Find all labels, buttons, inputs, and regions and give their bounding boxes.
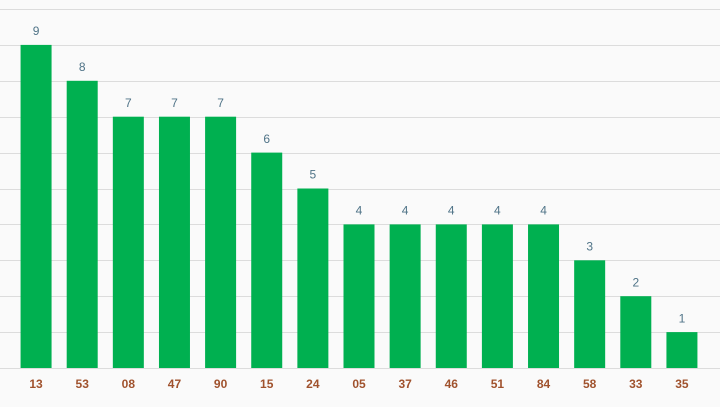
- value-label: 7: [125, 96, 132, 110]
- value-label: 2: [632, 275, 639, 289]
- x-tick-label: 33: [629, 377, 643, 391]
- bar: [389, 224, 421, 368]
- bar: [620, 296, 652, 368]
- value-label: 4: [356, 204, 363, 218]
- x-tick-label: 13: [29, 377, 43, 391]
- value-label: 4: [402, 204, 409, 218]
- x-tick-label: 37: [398, 377, 412, 391]
- x-tick-label: 84: [537, 377, 551, 391]
- value-label: 9: [33, 24, 40, 38]
- bar: [435, 224, 467, 368]
- bar: [205, 116, 237, 368]
- bar: [666, 332, 698, 368]
- value-label: 7: [217, 96, 224, 110]
- x-tick-label: 35: [675, 377, 689, 391]
- x-tick-label: 51: [491, 377, 505, 391]
- x-tick-label: 47: [168, 377, 182, 391]
- bar: [528, 224, 560, 368]
- bar: [112, 116, 144, 368]
- bar: [251, 152, 283, 368]
- value-label: 4: [448, 204, 455, 218]
- bar: [297, 188, 329, 368]
- value-label: 1: [679, 311, 686, 325]
- bar: [66, 80, 98, 369]
- bar: [158, 116, 190, 368]
- x-tick-label: 05: [352, 377, 366, 391]
- bar: [481, 224, 513, 368]
- x-tick-label: 15: [260, 377, 274, 391]
- value-label: 6: [263, 132, 270, 146]
- x-tick-label: 58: [583, 377, 597, 391]
- value-label: 4: [494, 204, 501, 218]
- x-tick-label: 53: [76, 377, 90, 391]
- x-tick-label: 90: [214, 377, 228, 391]
- bar: [343, 224, 375, 368]
- value-label: 5: [310, 168, 317, 182]
- x-tick-label: 08: [122, 377, 136, 391]
- value-label: 8: [79, 60, 86, 74]
- x-tick-label: 46: [445, 377, 459, 391]
- bar: [574, 260, 606, 368]
- value-label: 7: [171, 96, 178, 110]
- value-label: 3: [586, 239, 593, 253]
- x-tick-label: 24: [306, 377, 320, 391]
- value-label: 4: [540, 204, 547, 218]
- bar: [20, 44, 52, 369]
